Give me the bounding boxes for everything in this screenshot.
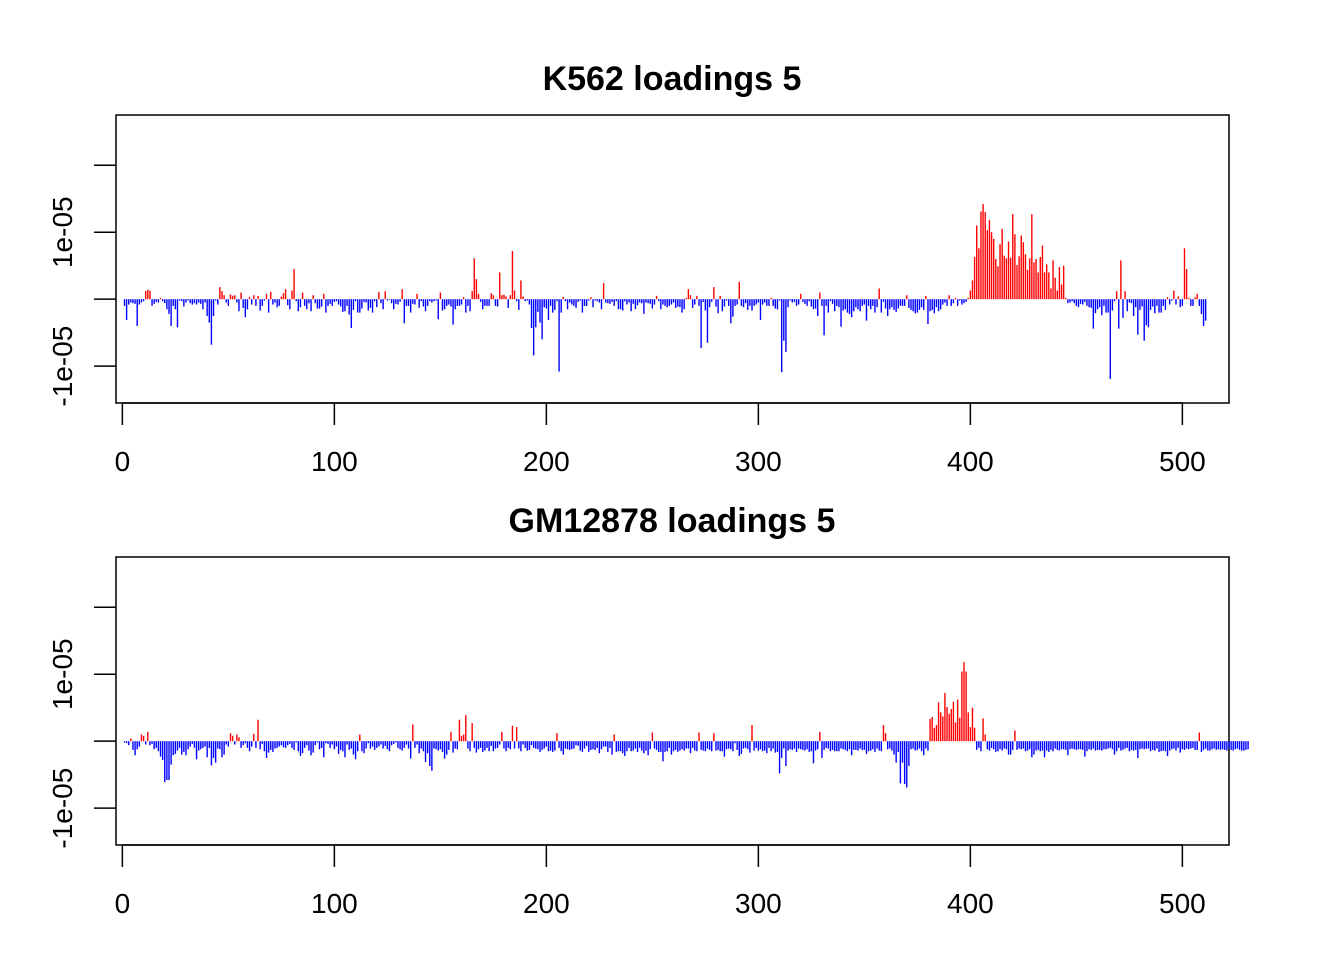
x-tick-label: 100 xyxy=(311,446,358,477)
chart-panel-k562: K562 loadings 5 -1e-05 1e-05 0 100 200 300 40… xyxy=(47,60,1230,477)
y-tick-label: -1e-05 xyxy=(47,768,78,849)
plot-frame xyxy=(115,114,1230,404)
x-tick-label: 0 xyxy=(115,888,131,919)
y-tick-label: 1e-05 xyxy=(47,196,78,268)
bar-group xyxy=(123,204,1207,379)
x-tick-label: 300 xyxy=(735,888,782,919)
chart-panel-gm12878: GM12878 loadings 5 -1e-05 1e-05 0 100 200 30… xyxy=(47,502,1249,919)
x-tick-label: 200 xyxy=(523,446,570,477)
x-axis: 0 100 200 300 400 500 xyxy=(115,844,1206,919)
y-tick-label: 1e-05 xyxy=(47,638,78,710)
x-tick-label: 400 xyxy=(947,446,994,477)
x-tick-label: 500 xyxy=(1159,888,1206,919)
x-tick-label: 400 xyxy=(947,888,994,919)
y-axis: -1e-05 1e-05 xyxy=(47,606,116,849)
chart-title: GM12878 loadings 5 xyxy=(509,502,836,540)
plot-frame xyxy=(115,556,1230,846)
chart-title: K562 loadings 5 xyxy=(543,60,802,98)
y-tick-label: -1e-05 xyxy=(47,326,78,407)
x-tick-label: 100 xyxy=(311,888,358,919)
x-tick-label: 300 xyxy=(735,446,782,477)
bar-group xyxy=(123,662,1249,788)
x-axis: 0 100 200 300 400 500 xyxy=(115,402,1206,477)
x-tick-label: 0 xyxy=(115,446,131,477)
x-tick-label: 200 xyxy=(523,888,570,919)
y-axis: -1e-05 1e-05 xyxy=(47,164,116,407)
x-tick-label: 500 xyxy=(1159,446,1206,477)
